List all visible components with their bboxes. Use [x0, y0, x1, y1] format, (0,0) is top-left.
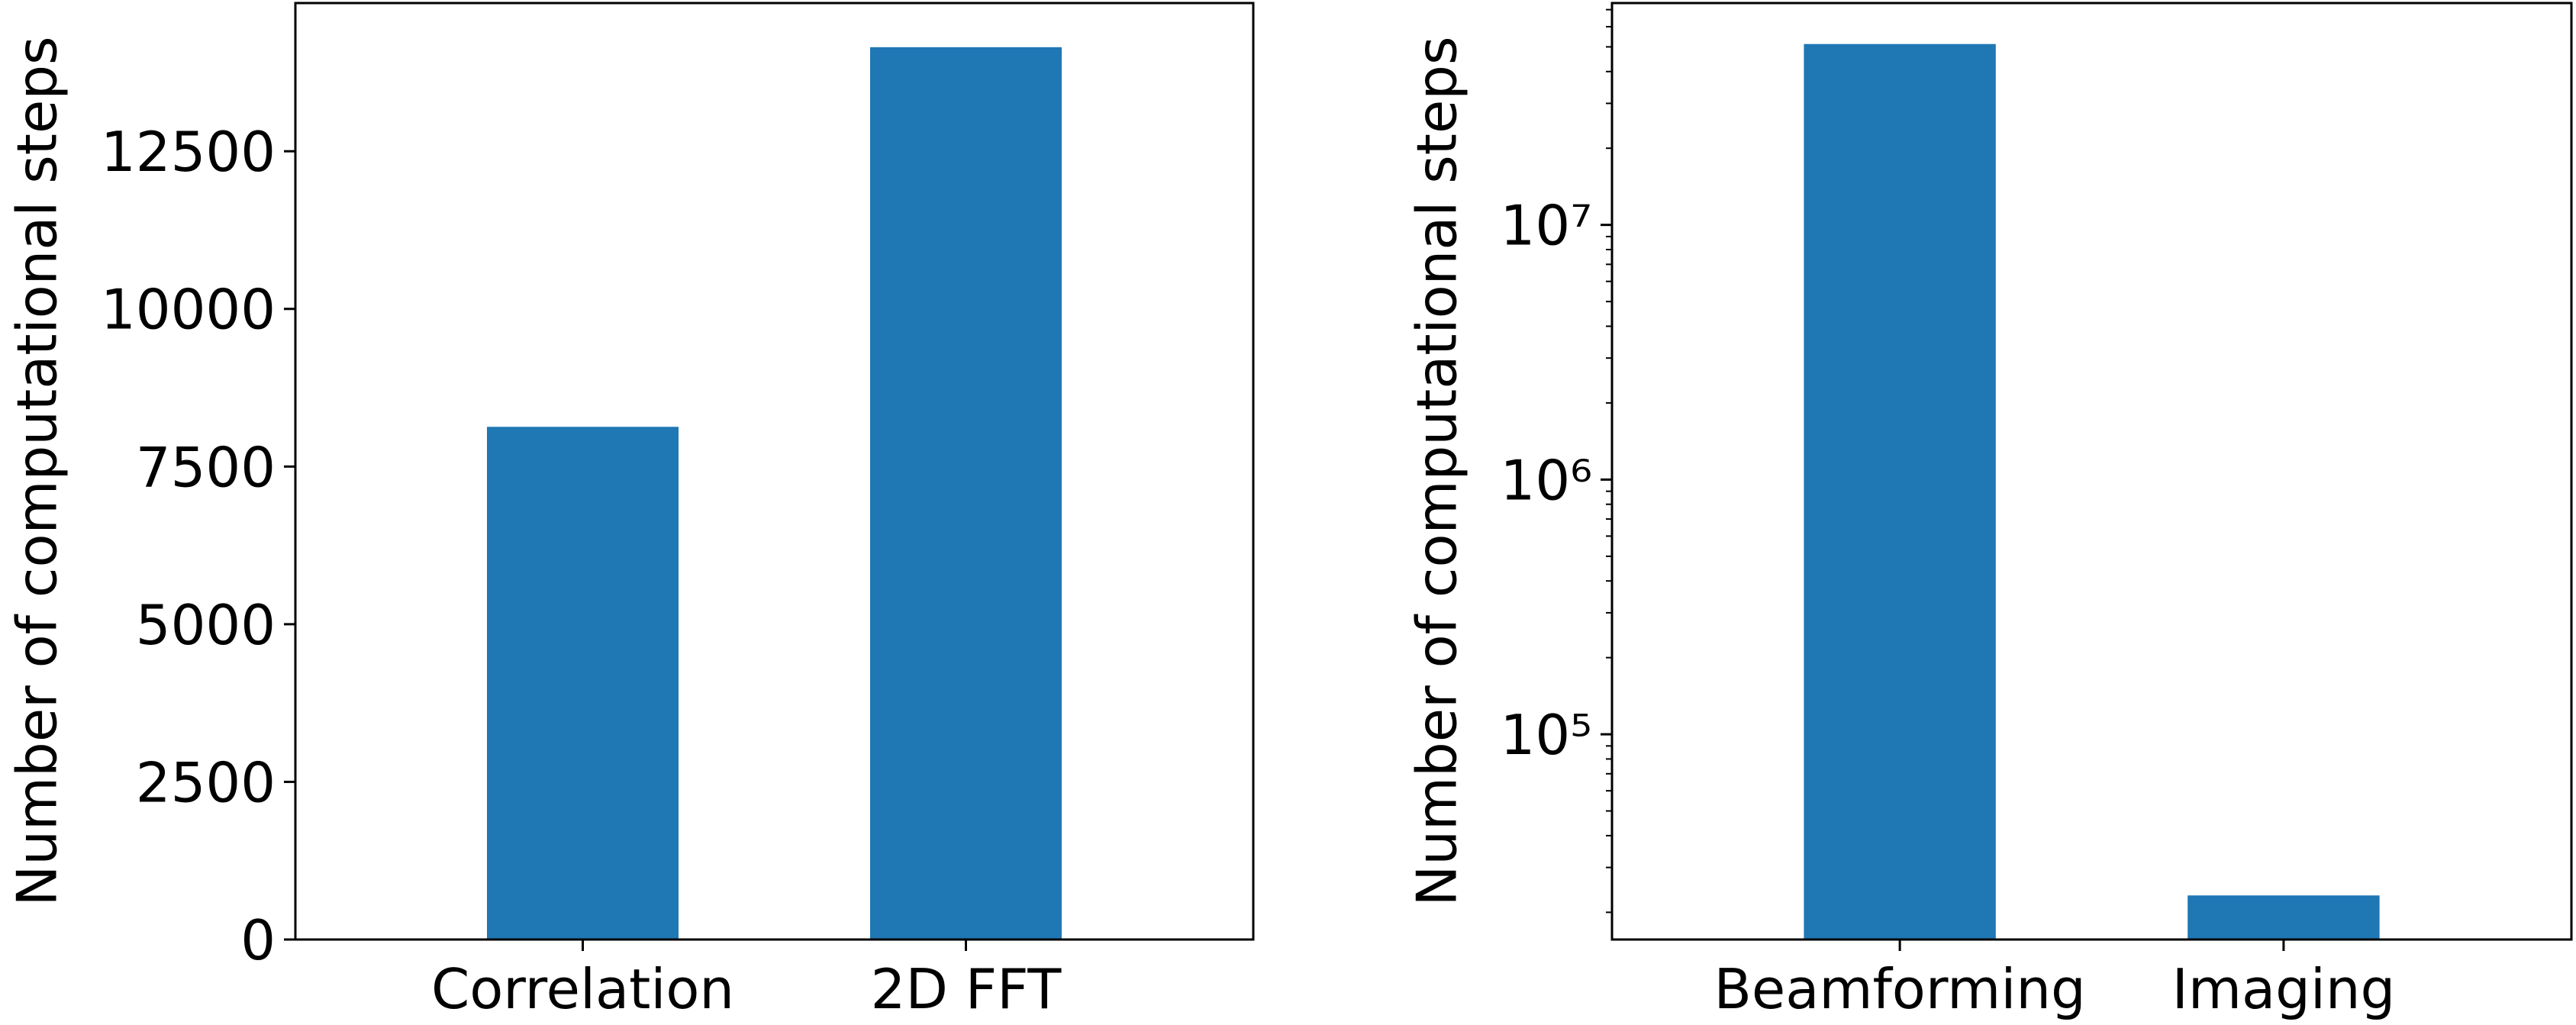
- bar: [870, 47, 1062, 940]
- y-tick-label: 0: [240, 908, 276, 972]
- bar: [2188, 895, 2380, 940]
- x-tick-label: Imaging: [2172, 957, 2396, 1021]
- y-tick-label: 7500: [136, 435, 276, 499]
- y-tick-label: 10000: [101, 278, 276, 342]
- y-tick-label: 5000: [136, 593, 276, 657]
- x-tick-label: Correlation: [431, 957, 734, 1021]
- x-tick-label: 2D FFT: [871, 957, 1062, 1021]
- axes-frame: [1610, 2, 2573, 941]
- bar: [487, 427, 679, 940]
- y-axis-label: Number of computational steps: [1405, 36, 1469, 906]
- y-tick-label: 10⁵: [1501, 703, 1592, 767]
- axes-frame: [294, 2, 1255, 941]
- x-tick-label: Beamforming: [1714, 957, 2086, 1021]
- y-axis-label: Number of computational steps: [5, 36, 69, 906]
- subplot: Beamforming Imaging 10⁵ 10⁶ 10⁷ Number of com…: [1405, 2, 2573, 1021]
- y-tick-label: 10⁷: [1501, 194, 1592, 258]
- subplot: Correlation 2D FFT 0 2500 5000 7500 10000 12500…: [5, 2, 1255, 1021]
- y-tick-label: 10⁶: [1501, 448, 1592, 512]
- bar: [1804, 44, 1996, 940]
- y-tick-label: 2500: [136, 750, 276, 814]
- y-tick-label: 12500: [101, 120, 276, 184]
